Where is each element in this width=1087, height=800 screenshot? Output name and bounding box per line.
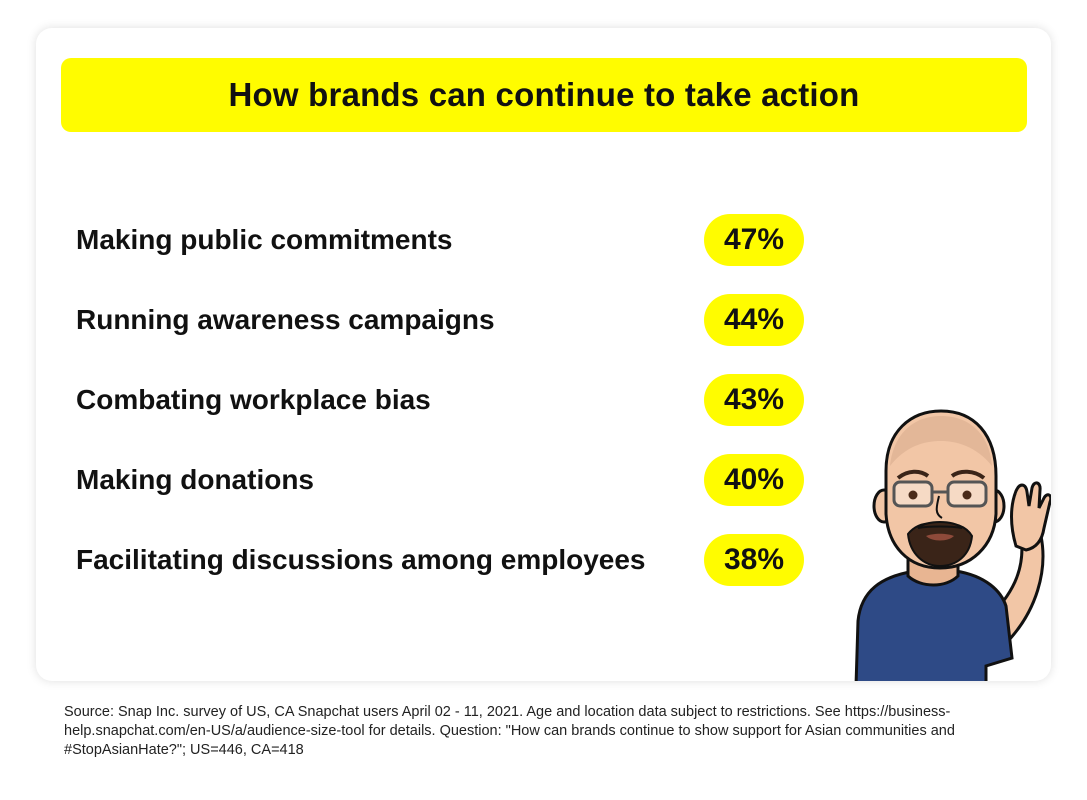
bitmoji-illustration: [854, 409, 1051, 681]
category-label: Making public commitments: [76, 224, 453, 255]
category-label: Making donations: [76, 464, 314, 495]
chart-title: How brands can continue to take action: [228, 76, 860, 113]
result-row: Running awareness campaigns 44%: [36, 293, 1051, 347]
result-row: Making donations 40%: [36, 453, 1051, 507]
value-pill: 43%: [704, 374, 804, 426]
value-pill: 40%: [704, 454, 804, 506]
source-note: Source: Snap Inc. survey of US, CA Snapc…: [64, 704, 955, 758]
value-pill: 47%: [704, 214, 804, 266]
category-label: Running awareness campaigns: [76, 304, 495, 335]
category-label: Combating workplace bias: [76, 384, 431, 415]
result-row: Making public commitments 47%: [36, 213, 1051, 267]
chart-card: How brands can continue to take action M…: [36, 28, 1051, 681]
result-row: Combating workplace bias 43%: [36, 373, 1051, 427]
title-banner: How brands can continue to take action: [61, 58, 1027, 132]
result-row: Facilitating discussions among employees…: [36, 533, 1051, 587]
value-pill: 38%: [704, 534, 804, 586]
results-list: Making public commitments 47% Running awar…: [36, 28, 1051, 681]
category-label: Facilitating discussions among employees: [76, 544, 646, 575]
value-pill: 44%: [704, 294, 804, 346]
